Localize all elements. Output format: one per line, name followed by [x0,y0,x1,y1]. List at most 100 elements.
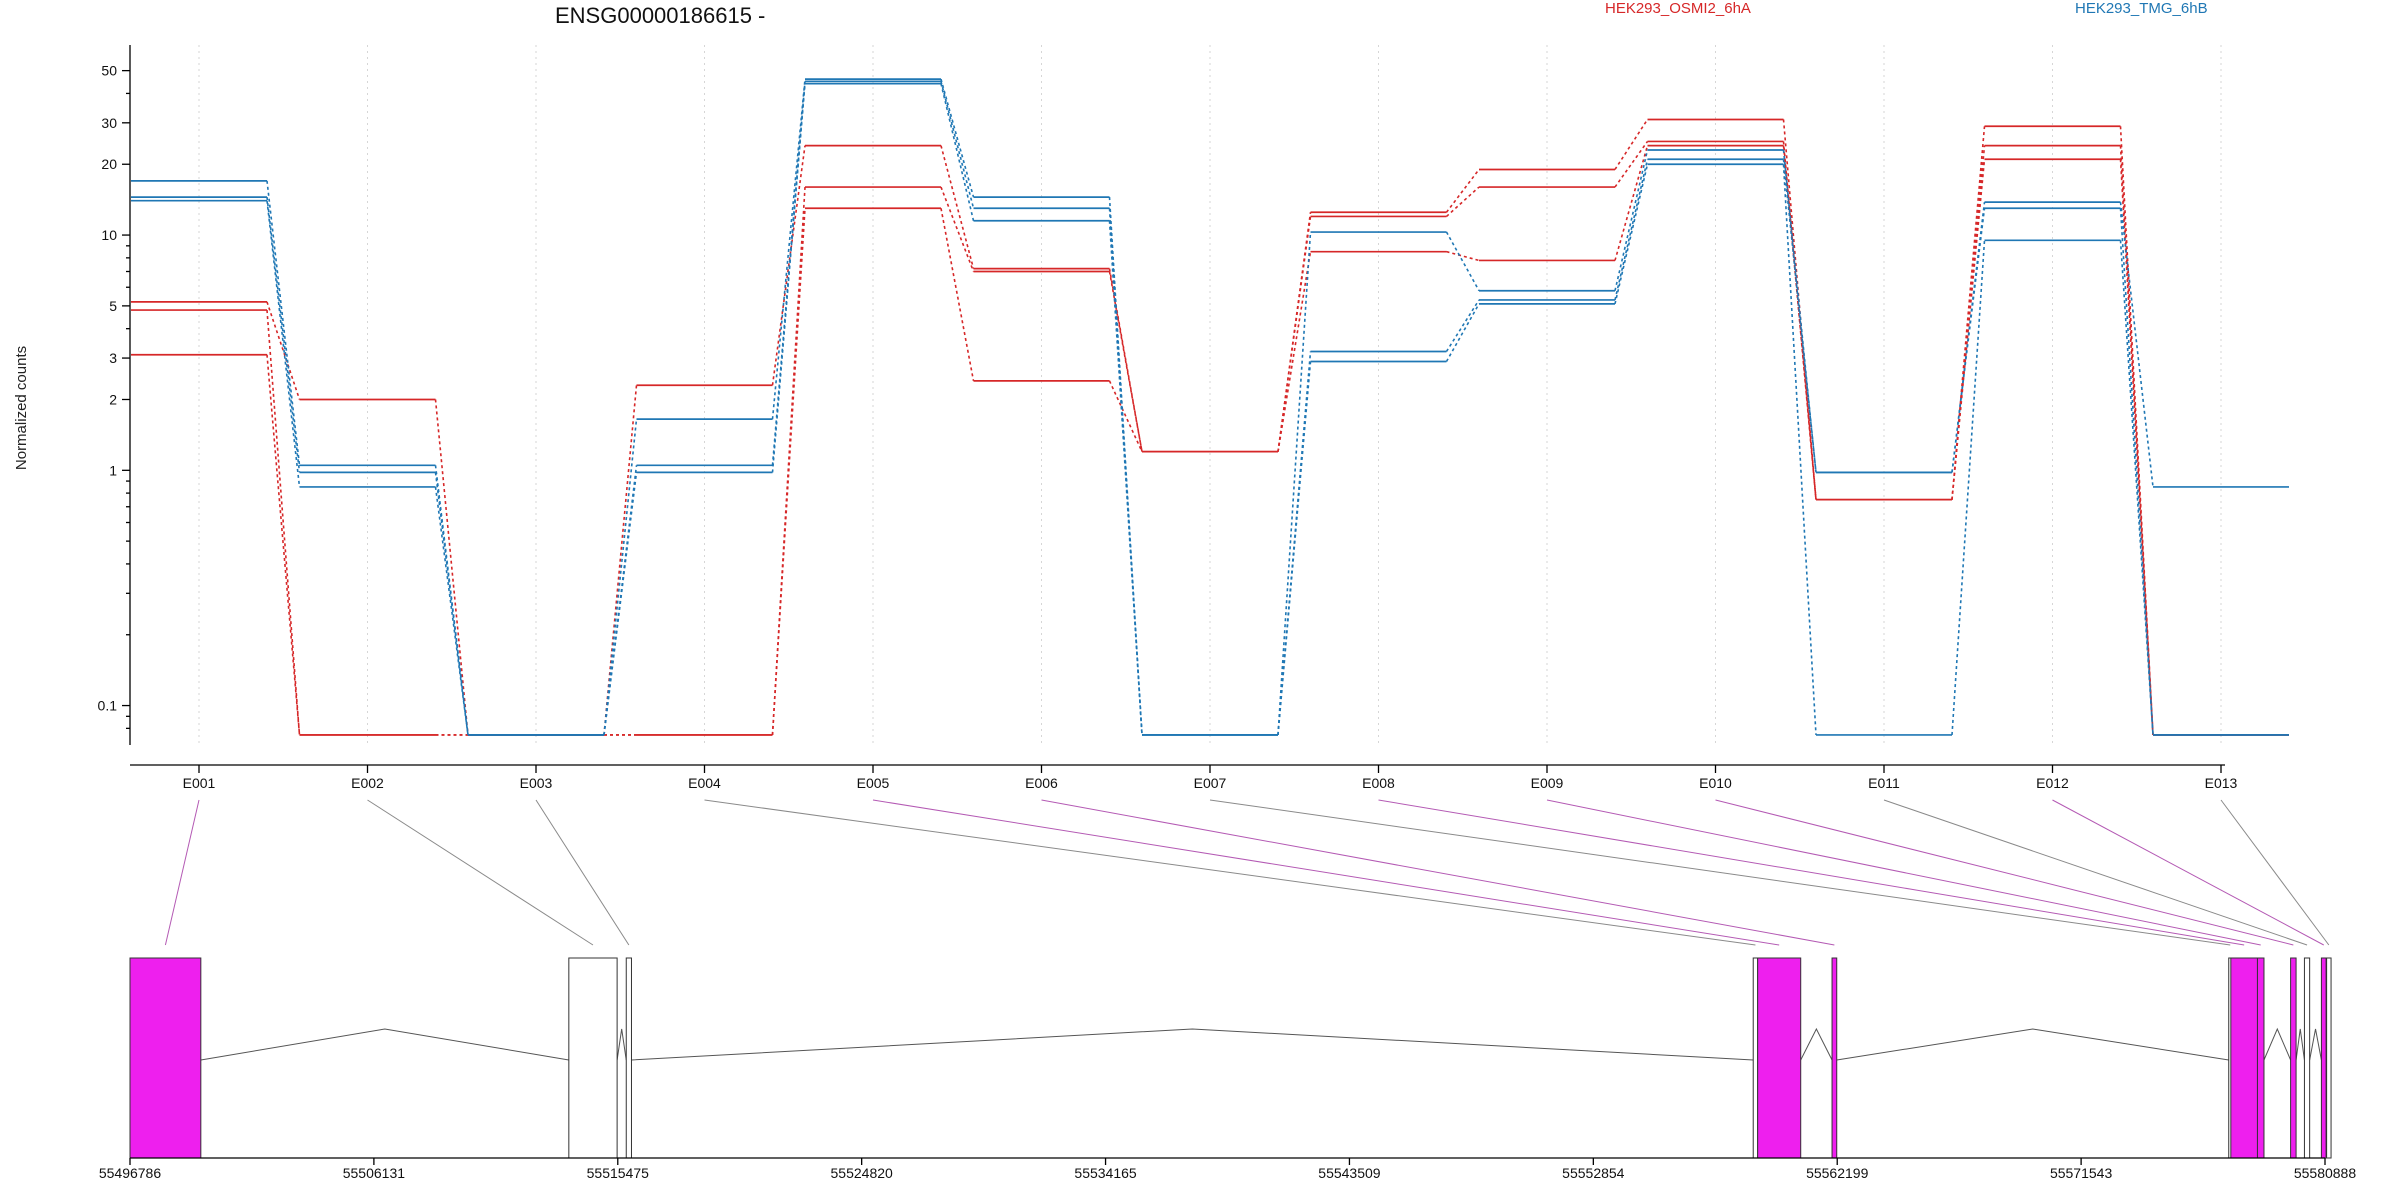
series-connector [266,354,301,736]
legend-entry-osmi2: HEK293_OSMI2_6hA [1605,0,1751,17]
series-connector [1782,145,1817,500]
series-connector [771,83,806,473]
series-connector [771,208,806,736]
x-tick-label: E006 [1025,775,1058,791]
gene-model [129,957,2332,1159]
series-connector [1277,251,1312,452]
series-connector [434,399,469,736]
exon-box [2320,957,2327,1159]
series-connector [1445,303,1480,362]
exon-mapping-line [535,799,630,946]
series-connector [266,180,301,466]
exon-box [2303,957,2311,1159]
series [131,144,2289,736]
series-connector [1277,361,1312,736]
y-tick-label: 50 [101,63,117,79]
x-tick-label: E013 [2205,775,2238,791]
series-connector [1951,159,1986,500]
intron-line [2295,1028,2305,1061]
x-tick-label: E001 [183,775,216,791]
intron-line [200,1028,569,1061]
series-connector [940,186,975,272]
exon-mapping-line [367,799,594,946]
series-connector [266,301,301,400]
series-connector [1108,380,1143,453]
exon-mapping-line [1041,799,1835,946]
exon-box [625,957,632,1159]
series-connector [771,79,806,420]
x-tick-label: E009 [1531,775,1564,791]
coordinate-label: 55552854 [1562,1165,1625,1181]
series-connector [1614,149,1649,291]
series-connector [1951,240,1986,736]
series-connector [434,486,469,736]
exon-mapping-line [1546,799,2261,946]
coordinate-label: 55534165 [1074,1165,1137,1181]
series-connector [1614,119,1649,170]
coordinate-label: 55496786 [99,1165,162,1181]
exon-box [129,957,202,1159]
exon-box [2290,957,2297,1159]
x-tick-label: E002 [351,775,384,791]
coordinate-label: 55580888 [2294,1165,2357,1181]
series-connector [940,145,975,269]
intron-line [616,1028,627,1061]
series-connector [1614,145,1649,261]
series-connector [266,309,301,736]
series-connector [266,197,301,473]
y-tick-label: 10 [101,227,117,243]
coordinate-label: 55543509 [1318,1165,1381,1181]
genomic-coordinate-axis: 55496786 55506131 55515475 55524820 55534165… [99,1157,2357,1181]
series-connector [2119,208,2154,736]
exon-mapping-lines [164,799,2330,946]
y-tick-label: 30 [101,115,117,131]
y-tick-label: 3 [109,350,117,366]
x-tick-label: E007 [1194,775,1227,791]
series-connector [266,200,301,488]
chart-title: ENSG00000186615 - [555,3,765,28]
series-connector [1951,145,1986,500]
intron-line [631,1028,1754,1061]
coordinate-label: 55506131 [343,1165,406,1181]
exon-mapping-line [2220,799,2330,946]
coordinate-label: 55524820 [831,1165,894,1181]
grid [198,45,2222,745]
x-tick-label: E010 [1699,775,1732,791]
series-connector [1445,168,1480,213]
exon-mapping-line [1209,799,2231,946]
exon-mapping-line [1883,799,2308,946]
series-connector [434,472,469,736]
series-connector [940,78,975,198]
exon-mapping-line [2052,799,2324,946]
coordinate-label: 55515475 [587,1165,650,1181]
series-connector [1445,231,1480,292]
series-connector [1446,250,1480,262]
series-connector [1782,159,1817,473]
exon-box [1757,957,1802,1159]
exon-box [1752,957,1759,1159]
exon-mapping-line [164,799,200,946]
exon-mapping-line [1715,799,2294,946]
exon-box [568,957,618,1159]
y-axis-label: Normalized counts [13,346,30,470]
series-connector [771,186,806,735]
intron-line [1836,1028,2229,1061]
x-tick-label: E005 [857,775,890,791]
series-connector [940,81,975,209]
exon-box [2326,957,2332,1159]
series-connector [1445,186,1480,218]
exon-box [2256,957,2265,1159]
exon-mapping-line [872,799,1780,946]
x-tick-label: E011 [1868,775,1900,791]
exon-mapping-line [1378,799,2245,946]
series [131,118,2289,736]
intron-line [1800,1027,1833,1061]
x-tick-label: E008 [1362,775,1395,791]
series-connector [2119,159,2154,735]
x-axis-ticks: E001 E002 E003 E004 E005 E006 E007 E008 E009 E010… [183,765,2238,791]
series [131,82,2289,736]
y-axis-ticks: 0.1 1 2 3 5 10 20 30 50 [98,63,130,730]
y-tick-label: 20 [101,156,117,172]
series-connector [1614,159,1649,301]
